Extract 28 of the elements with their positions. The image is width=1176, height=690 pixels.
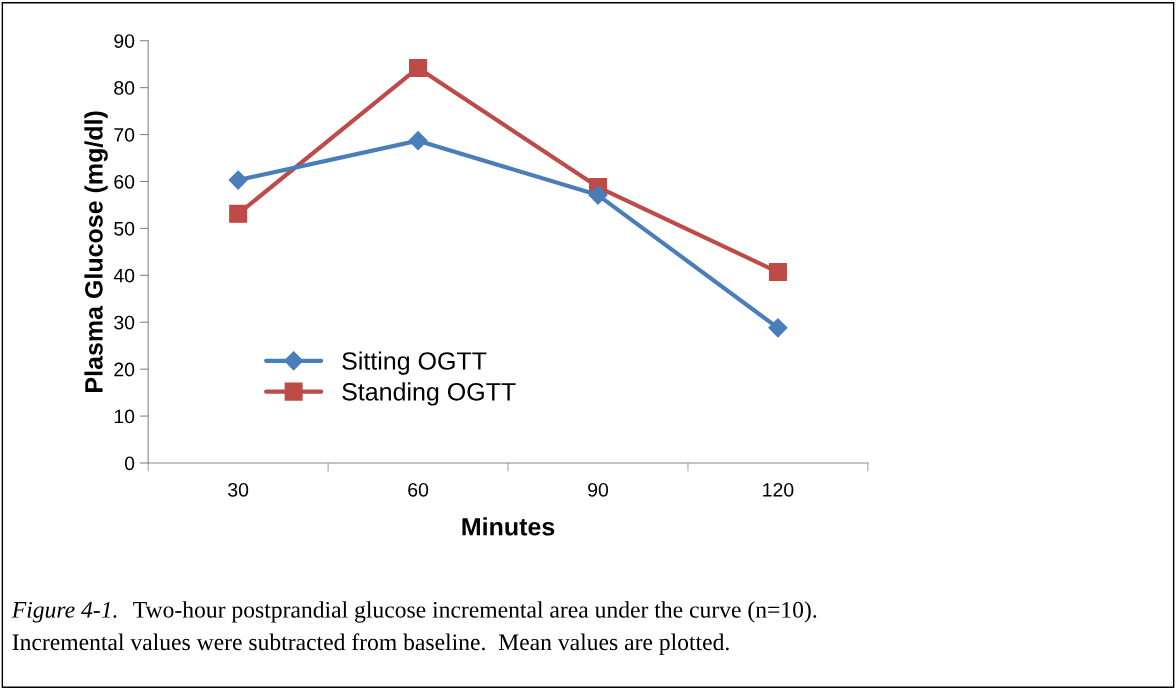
y-tick-label: 0 [124,456,135,471]
caption: Figure 4-1. [11,601,117,623]
point [408,131,428,151]
point [229,204,248,223]
y-tick-label: 10 [114,409,135,424]
y-tick-label: 40 [113,268,135,283]
x-tick-label: 30 [228,482,249,497]
x-tick-label: 60 [408,482,429,497]
text: Two-hour postprandial glucose incremental area under the curve (n=10). [133,601,817,623]
legend-label: Standing OGTT [342,382,516,406]
point [409,58,428,77]
y-tick-label: 60 [114,174,135,189]
text: Incremental values were subtracted from baseline. Mean values are plotted. [12,633,729,656]
y-tick-label: 20 [114,362,135,377]
legend-label: Sitting OGTT [342,351,487,375]
y-tick-label: 50 [114,221,135,236]
point [588,185,608,205]
y-tick-label: 70 [114,128,135,142]
y-axis-title: Plasma Glucose (mg/dl) [84,111,108,392]
x-tick-label: 90 [588,482,609,497]
x-tick-label: 120 [763,482,794,497]
point [768,318,788,338]
x-axis-title: Minutes [462,517,555,536]
y-tick-label: 80 [114,81,135,95]
y-tick-label: 90 [114,34,135,48]
point [228,170,248,190]
point [768,262,787,282]
y-tick-label: 30 [114,315,135,330]
